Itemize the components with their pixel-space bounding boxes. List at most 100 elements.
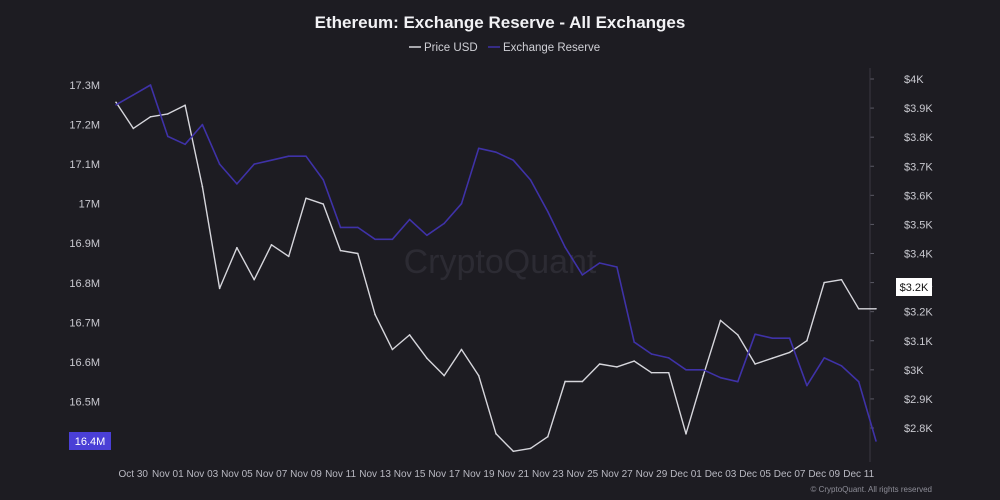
price-point [564, 380, 566, 383]
left-tick-label: 16.8M [69, 278, 100, 290]
x-tick-label: Nov 19 [463, 469, 495, 480]
exchange-reserve-point [633, 341, 635, 343]
exchange-reserve-point [477, 147, 480, 150]
exchange-reserve-point [806, 384, 808, 387]
exchange-reserve-point [823, 357, 825, 359]
price-point [788, 351, 791, 354]
x-tick-label: Nov 01 [152, 469, 184, 480]
exchange-reserve-point [512, 159, 515, 161]
exchange-reserve-point [322, 179, 325, 181]
price-point [875, 307, 877, 310]
exchange-reserve-point [685, 369, 687, 371]
exchange-reserve-points [115, 84, 877, 442]
right-tick-label: $3.8K [904, 132, 933, 144]
right-axis: $4K$3.9K$3.8K$3.7K$3.6K$3.5K$3.4K$3.3K$3… [870, 74, 933, 435]
price-point [270, 243, 273, 246]
price-usd-points [115, 101, 877, 453]
exchange-reserve-point [857, 380, 860, 383]
exchange-reserve-point [357, 226, 359, 229]
exchange-reserve-point [840, 365, 843, 367]
price-point [667, 371, 670, 374]
left-axis: 17.3M 17.2M 17.1M 17M 16.9M 16.8M 16.7M 16.6M 16… [69, 80, 100, 408]
exchange-reserve-point [408, 218, 411, 221]
price-point [374, 313, 376, 316]
price-point [840, 278, 843, 281]
price-point [443, 374, 445, 377]
price-point [184, 104, 186, 106]
exchange-reserve-point [581, 274, 584, 276]
price-point [719, 319, 722, 322]
exchange-reserve-point [719, 376, 722, 379]
right-tick-label: $3.4K [904, 249, 933, 261]
exchange-reserve-point [201, 123, 204, 126]
x-tick-label: Nov 15 [394, 469, 426, 480]
exchange-reserve-point [547, 210, 549, 213]
exchange-reserve-point [287, 155, 290, 157]
left-current-badge: 16.4M [69, 432, 111, 450]
price-point [495, 433, 497, 435]
price-point [460, 348, 463, 351]
right-current-badge-bg [896, 278, 932, 296]
exchange-reserve-point [564, 246, 566, 248]
exchange-reserve-point [339, 226, 342, 229]
x-tick-label: Dec 03 [705, 469, 737, 480]
left-current-label: 16.4M [75, 436, 106, 448]
x-tick-label: Dec 09 [808, 469, 840, 480]
right-tick-label: $3.5K [904, 219, 933, 231]
exchange-reserve-point [305, 155, 307, 157]
price-point [598, 363, 601, 365]
price-point [357, 252, 359, 255]
price-point [426, 357, 428, 360]
left-current-badge-bg [69, 432, 111, 450]
price-point [236, 246, 238, 249]
x-tick-label: Nov 29 [636, 469, 668, 480]
x-tick-label: Nov 03 [187, 469, 219, 480]
left-tick-label: 17.1M [69, 159, 100, 171]
x-tick-label: Dec 11 [843, 469, 874, 480]
exchange-reserve-point [132, 94, 135, 96]
exchange-reserve-point [115, 103, 117, 106]
x-tick-label: Dec 07 [774, 469, 806, 480]
price-point [201, 185, 204, 188]
price-point [857, 307, 860, 310]
x-tick-label: Nov 27 [601, 469, 633, 480]
price-point [115, 101, 117, 104]
x-tick-label: Dec 05 [739, 469, 771, 480]
price-point [806, 339, 808, 342]
right-tick-label: $2.8K [904, 423, 933, 435]
price-point [529, 447, 532, 450]
exchange-reserve-point [253, 163, 255, 165]
price-point [771, 357, 774, 360]
x-tick-label: Dec 01 [670, 469, 702, 480]
right-tick-label: $4K [904, 74, 924, 86]
exchange-reserve-point [460, 202, 463, 205]
price-point [650, 371, 653, 374]
x-tick-label: Nov 25 [567, 469, 599, 480]
price-point [305, 197, 307, 200]
right-tick-label: $3.2K [904, 307, 933, 319]
legend: Price USD Exchange Reserve [409, 42, 600, 54]
exchange-reserve-point [529, 179, 532, 181]
price-point [408, 334, 411, 336]
exchange-reserve-point [875, 440, 877, 442]
right-current-label: $3.2K [900, 282, 929, 294]
right-tick-label: $3.1K [904, 336, 933, 348]
right-tick-label: $3.7K [904, 161, 933, 173]
exchange-reserve-point [788, 337, 791, 339]
left-tick-label: 17.3M [69, 80, 100, 92]
exchange-reserve-point [270, 159, 273, 161]
right-tick-label: $2.9K [904, 394, 933, 406]
left-tick-label: 16.5M [69, 396, 100, 408]
x-tick-label: Nov 11 [325, 469, 356, 480]
price-point [322, 203, 325, 205]
price-point [149, 116, 152, 118]
x-axis: Oct 30 Nov 01 Nov 03 Nov 05 Nov 07 Nov 09 Nov … [119, 469, 875, 480]
exchange-reserve-point [374, 238, 376, 241]
exchange-reserve-point [391, 238, 394, 241]
left-tick-label: 16.9M [69, 238, 100, 250]
watermark: CryptoQuant [404, 243, 597, 281]
x-tick-label: Nov 05 [221, 469, 253, 480]
exchange-reserve-point [495, 151, 497, 154]
exchange-reserve-point [236, 183, 238, 185]
